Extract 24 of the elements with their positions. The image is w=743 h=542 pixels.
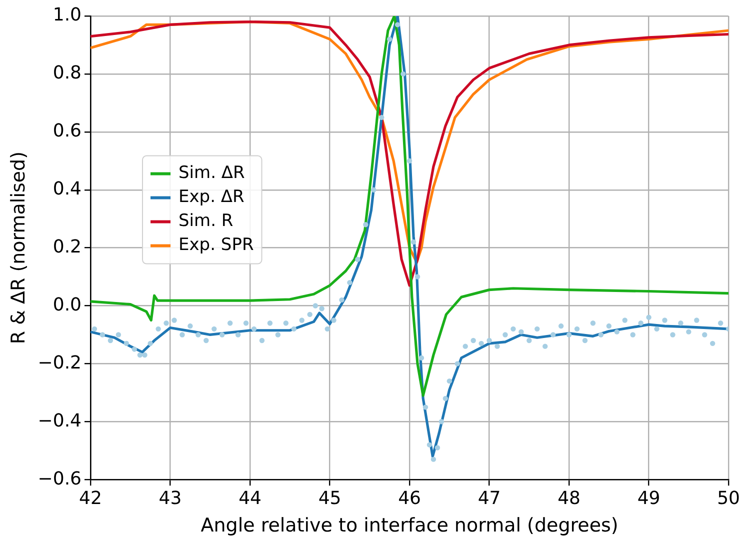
x-tick-label: 50 (717, 488, 740, 510)
legend-label: Sim. ΔR (178, 163, 246, 184)
y-tick-label: −0.6 (38, 468, 82, 490)
y-tick-label: −0.2 (38, 352, 82, 374)
legend-label: Exp. ΔR (178, 187, 245, 208)
y-tick-label: 0.6 (52, 120, 82, 142)
x-tick-label: 43 (158, 488, 182, 510)
x-tick-label: 46 (398, 488, 421, 510)
y-axis-title: R & ΔR (normalised) (7, 151, 30, 344)
x-tick-label: 49 (637, 488, 660, 510)
x-tick-label: 44 (238, 488, 262, 510)
y-tick-label: 0.2 (52, 236, 82, 258)
legend-label: Exp. SPR (178, 235, 254, 256)
y-tick-label: 0.8 (52, 62, 82, 84)
x-tick-label: 45 (318, 488, 342, 510)
x-axis-title: Angle relative to interface normal (degrees) (200, 514, 618, 537)
y-tick-label: 1.0 (52, 4, 82, 26)
y-tick-label: 0.4 (52, 178, 82, 200)
x-tick-label: 47 (478, 488, 501, 510)
x-tick-label: 42 (79, 488, 102, 510)
x-tick-label: 48 (558, 488, 580, 510)
y-tick-label: −0.4 (38, 410, 82, 432)
y-tick-label: 0.0 (52, 294, 82, 316)
legend-label: Sim. R (178, 211, 234, 232)
